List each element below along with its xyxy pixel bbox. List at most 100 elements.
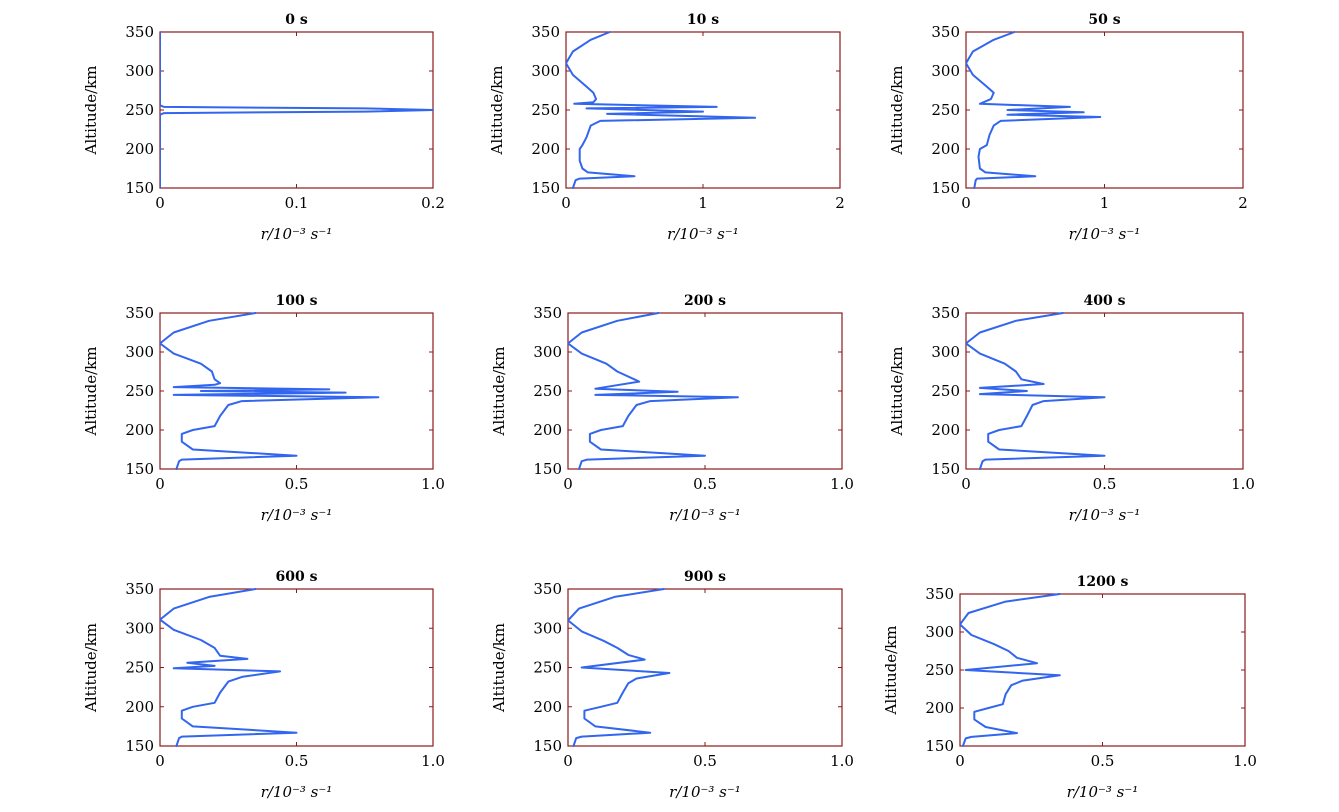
x-tick-label: 2 [835,194,845,212]
profile-line [960,593,1061,747]
panel-6: 150 200 250 300 350 0 0.5 1.0 600 s r/10⁻³ s⁻¹ Alt… [82,569,445,801]
y-tick-label: 200 [125,421,154,439]
y-tick-label: 250 [531,101,560,119]
x-tick-label: 0 [155,752,165,770]
y-tick-label: 150 [533,737,562,755]
y-tick-label: 350 [931,304,960,322]
plot-frame [959,593,1246,747]
x-axis-label: r/10⁻³ s⁻¹ [261,506,333,524]
y-axis-label: Altitude/km [82,66,100,156]
y-tick-label: 250 [125,382,154,400]
x-axis-label: r/10⁻³ s⁻¹ [669,783,741,801]
y-tick-label: 300 [125,619,154,637]
x-tick-label: 0.5 [693,752,717,770]
plot-frame [965,312,1244,470]
profile-line [568,312,739,470]
x-tick-label: 1 [698,194,708,212]
y-tick-label: 350 [533,304,562,322]
plot-frame [565,31,841,189]
y-tick-label: 250 [125,659,154,677]
x-tick-label: 0 [563,752,573,770]
x-tick-label: 0 [561,194,571,212]
y-tick-label: 300 [531,62,560,80]
panel-7: 150 200 250 300 350 0 0.5 1.0 900 s r/10⁻³ s⁻¹ Alt… [490,569,854,801]
panel-2: 150 200 250 300 350 0 1 2 50 s r/10⁻³ s⁻¹ Altitude… [888,12,1248,243]
y-axis-label: Altitude/km [82,623,100,713]
profile-line [966,31,1102,189]
profile-line [160,31,434,189]
x-axis-label: r/10⁻³ s⁻¹ [261,783,333,801]
y-tick-label: 250 [925,661,954,679]
x-tick-label: 0 [955,752,965,770]
panel-0: 150 200 250 300 350 0 0.1 0.2 0 s r/10⁻³ s⁻¹ Altit… [82,12,445,243]
y-tick-label: 350 [925,585,954,603]
x-tick-label: 1.0 [1231,475,1255,493]
x-tick-label: 2 [1238,194,1248,212]
x-tick-label: 0.5 [1093,475,1117,493]
profile-line [966,312,1106,470]
panel-title: 50 s [1088,12,1120,28]
profile-line [160,588,298,747]
y-tick-label: 250 [533,382,562,400]
y-tick-label: 250 [931,101,960,119]
panel-title: 600 s [276,569,318,585]
y-tick-label: 300 [931,343,960,361]
profile-line [566,31,757,189]
y-tick-label: 250 [533,659,562,677]
x-tick-label: 0.2 [421,194,445,212]
plot-frame [567,588,843,747]
y-tick-label: 300 [125,343,154,361]
profile-line [160,312,380,470]
x-tick-label: 0.1 [285,194,309,212]
x-tick-label: 1.0 [421,475,445,493]
y-tick-label: 200 [533,421,562,439]
y-tick-label: 150 [931,460,960,478]
y-tick-label: 350 [125,580,154,598]
y-tick-label: 150 [531,179,560,197]
x-tick-label: 1.0 [421,752,445,770]
y-tick-label: 200 [125,140,154,158]
x-tick-label: 0.5 [285,752,309,770]
panel-4: 150 200 250 300 350 0 0.5 1.0 200 s r/10⁻³ s⁻¹ Alt… [490,293,854,524]
y-tick-label: 350 [533,580,562,598]
panel-8: 150 200 250 300 350 0 0.5 1.0 1200 s r/10⁻³ s⁻¹ Al… [882,574,1257,801]
y-tick-label: 300 [125,62,154,80]
y-axis-label: Altitude/km [888,347,906,437]
y-tick-label: 150 [125,737,154,755]
x-axis-label: r/10⁻³ s⁻¹ [1067,783,1139,801]
plot-frame [567,312,843,470]
y-axis-label: Altitude/km [490,347,508,437]
x-axis-label: r/10⁻³ s⁻¹ [261,225,333,243]
x-axis-label: r/10⁻³ s⁻¹ [669,506,741,524]
x-tick-label: 0 [961,194,971,212]
panel-title: 10 s [687,12,719,28]
panel-title: 900 s [684,569,726,585]
x-tick-label: 1.0 [830,752,854,770]
y-axis-label: Altitude/km [490,623,508,713]
x-tick-label: 0.5 [285,475,309,493]
y-axis-label: Altitude/km [82,347,100,437]
panel-1: 150 200 250 300 350 0 1 2 10 s r/10⁻³ s⁻¹ Altitude… [488,12,845,243]
y-tick-label: 350 [125,304,154,322]
panel-title: 0 s [285,12,308,28]
y-tick-label: 150 [925,737,954,755]
y-tick-label: 200 [931,140,960,158]
y-tick-label: 300 [533,619,562,637]
x-tick-label: 0 [961,475,971,493]
panel-title: 400 s [1084,293,1126,309]
x-axis-label: r/10⁻³ s⁻¹ [1069,225,1141,243]
y-tick-label: 200 [533,698,562,716]
y-tick-label: 300 [925,623,954,641]
y-tick-label: 200 [931,421,960,439]
y-tick-label: 200 [531,140,560,158]
y-tick-label: 200 [925,699,954,717]
y-tick-label: 300 [533,343,562,361]
panel-5: 150 200 250 300 350 0 0.5 1.0 400 s r/10⁻³ s⁻¹ Alt… [888,293,1255,524]
y-tick-label: 150 [931,179,960,197]
x-tick-label: 1.0 [830,475,854,493]
panel-title: 1200 s [1077,574,1129,590]
y-tick-label: 150 [125,460,154,478]
x-tick-label: 0 [155,475,165,493]
x-axis-label: r/10⁻³ s⁻¹ [1069,506,1141,524]
